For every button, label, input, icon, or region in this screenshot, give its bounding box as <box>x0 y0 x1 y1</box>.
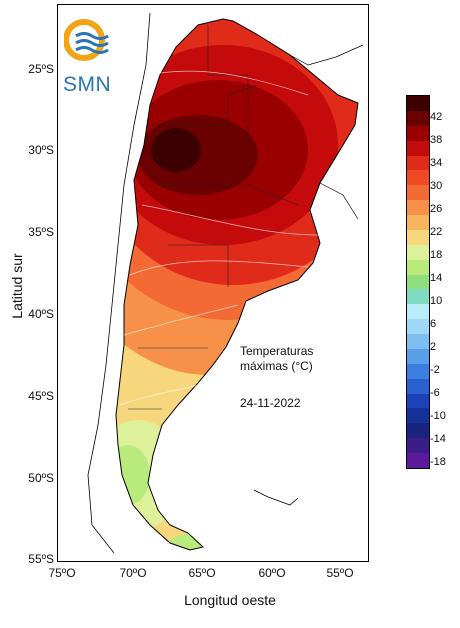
lat-label: 55ºS <box>28 552 54 566</box>
legend-label: -2 <box>430 363 440 376</box>
legend-swatch <box>407 229 429 245</box>
lon-label: 55ºO <box>326 566 354 580</box>
legend-swatch <box>407 244 429 260</box>
legend-swatch <box>407 363 429 379</box>
legend-swatch <box>407 438 429 453</box>
map-frame <box>57 4 369 562</box>
legend-swatch <box>407 259 429 275</box>
legend-swatch <box>407 304 429 320</box>
legend-swatch <box>407 378 429 394</box>
legend-label: 38 <box>430 133 443 146</box>
temperature-map <box>87 12 364 554</box>
legend-label: 6 <box>430 317 437 330</box>
legend-label: -18 <box>430 455 446 468</box>
legend-swatch <box>407 200 429 215</box>
lat-label: 40ºS <box>28 307 54 321</box>
legend-swatch <box>407 155 429 171</box>
legend-label: 10 <box>430 294 443 307</box>
map-title-line1: Temperaturas <box>240 344 314 358</box>
lat-label: 45ºS <box>28 389 54 403</box>
lon-label: 65ºO <box>188 566 216 580</box>
smn-logo <box>64 19 109 61</box>
lat-label: 35ºS <box>28 225 54 239</box>
legend-label: 2 <box>430 340 437 353</box>
legend-swatch <box>407 408 429 424</box>
legend-label: 22 <box>430 225 443 238</box>
legend-label: -14 <box>430 432 446 445</box>
lat-label: 50ºS <box>28 471 54 485</box>
legend-swatch <box>407 125 429 141</box>
x-axis-title: Longitud oeste <box>184 592 276 608</box>
legend-label: 30 <box>430 179 443 192</box>
legend-swatch <box>407 215 429 230</box>
legend-label: -10 <box>430 409 446 422</box>
legend-label: 34 <box>430 156 443 169</box>
color-legend <box>406 95 430 469</box>
legend-label: 42 <box>430 111 443 123</box>
legend-swatch <box>407 334 429 349</box>
map-title-line2: máximas (°C) <box>240 359 313 373</box>
legend-label: 18 <box>430 248 443 261</box>
legend-swatch <box>407 170 429 186</box>
lon-label: 75ºO <box>48 566 76 580</box>
legend-swatch <box>407 185 429 201</box>
y-axis-title: Latitud sur <box>9 253 25 319</box>
legend-swatch <box>407 348 429 364</box>
lon-label: 70ºO <box>119 566 147 580</box>
legend-swatch <box>407 289 429 305</box>
legend-label: 14 <box>430 271 443 284</box>
legend-swatch <box>407 423 429 439</box>
legend-swatch <box>407 96 429 111</box>
legend-label: -6 <box>430 386 440 399</box>
legend-swatch <box>407 319 429 334</box>
legend-swatch <box>407 274 429 290</box>
legend-label: 26 <box>430 202 443 215</box>
map-date: 24-11-2022 <box>240 396 301 410</box>
legend-swatch <box>407 393 429 409</box>
legend-swatch <box>407 110 429 126</box>
legend-swatch <box>407 453 429 468</box>
lat-label: 25ºS <box>28 62 54 76</box>
legend-swatch <box>407 140 429 156</box>
lon-label: 60ºO <box>258 566 286 580</box>
logo-text: SMN <box>63 73 112 96</box>
lat-label: 30ºS <box>28 143 54 157</box>
